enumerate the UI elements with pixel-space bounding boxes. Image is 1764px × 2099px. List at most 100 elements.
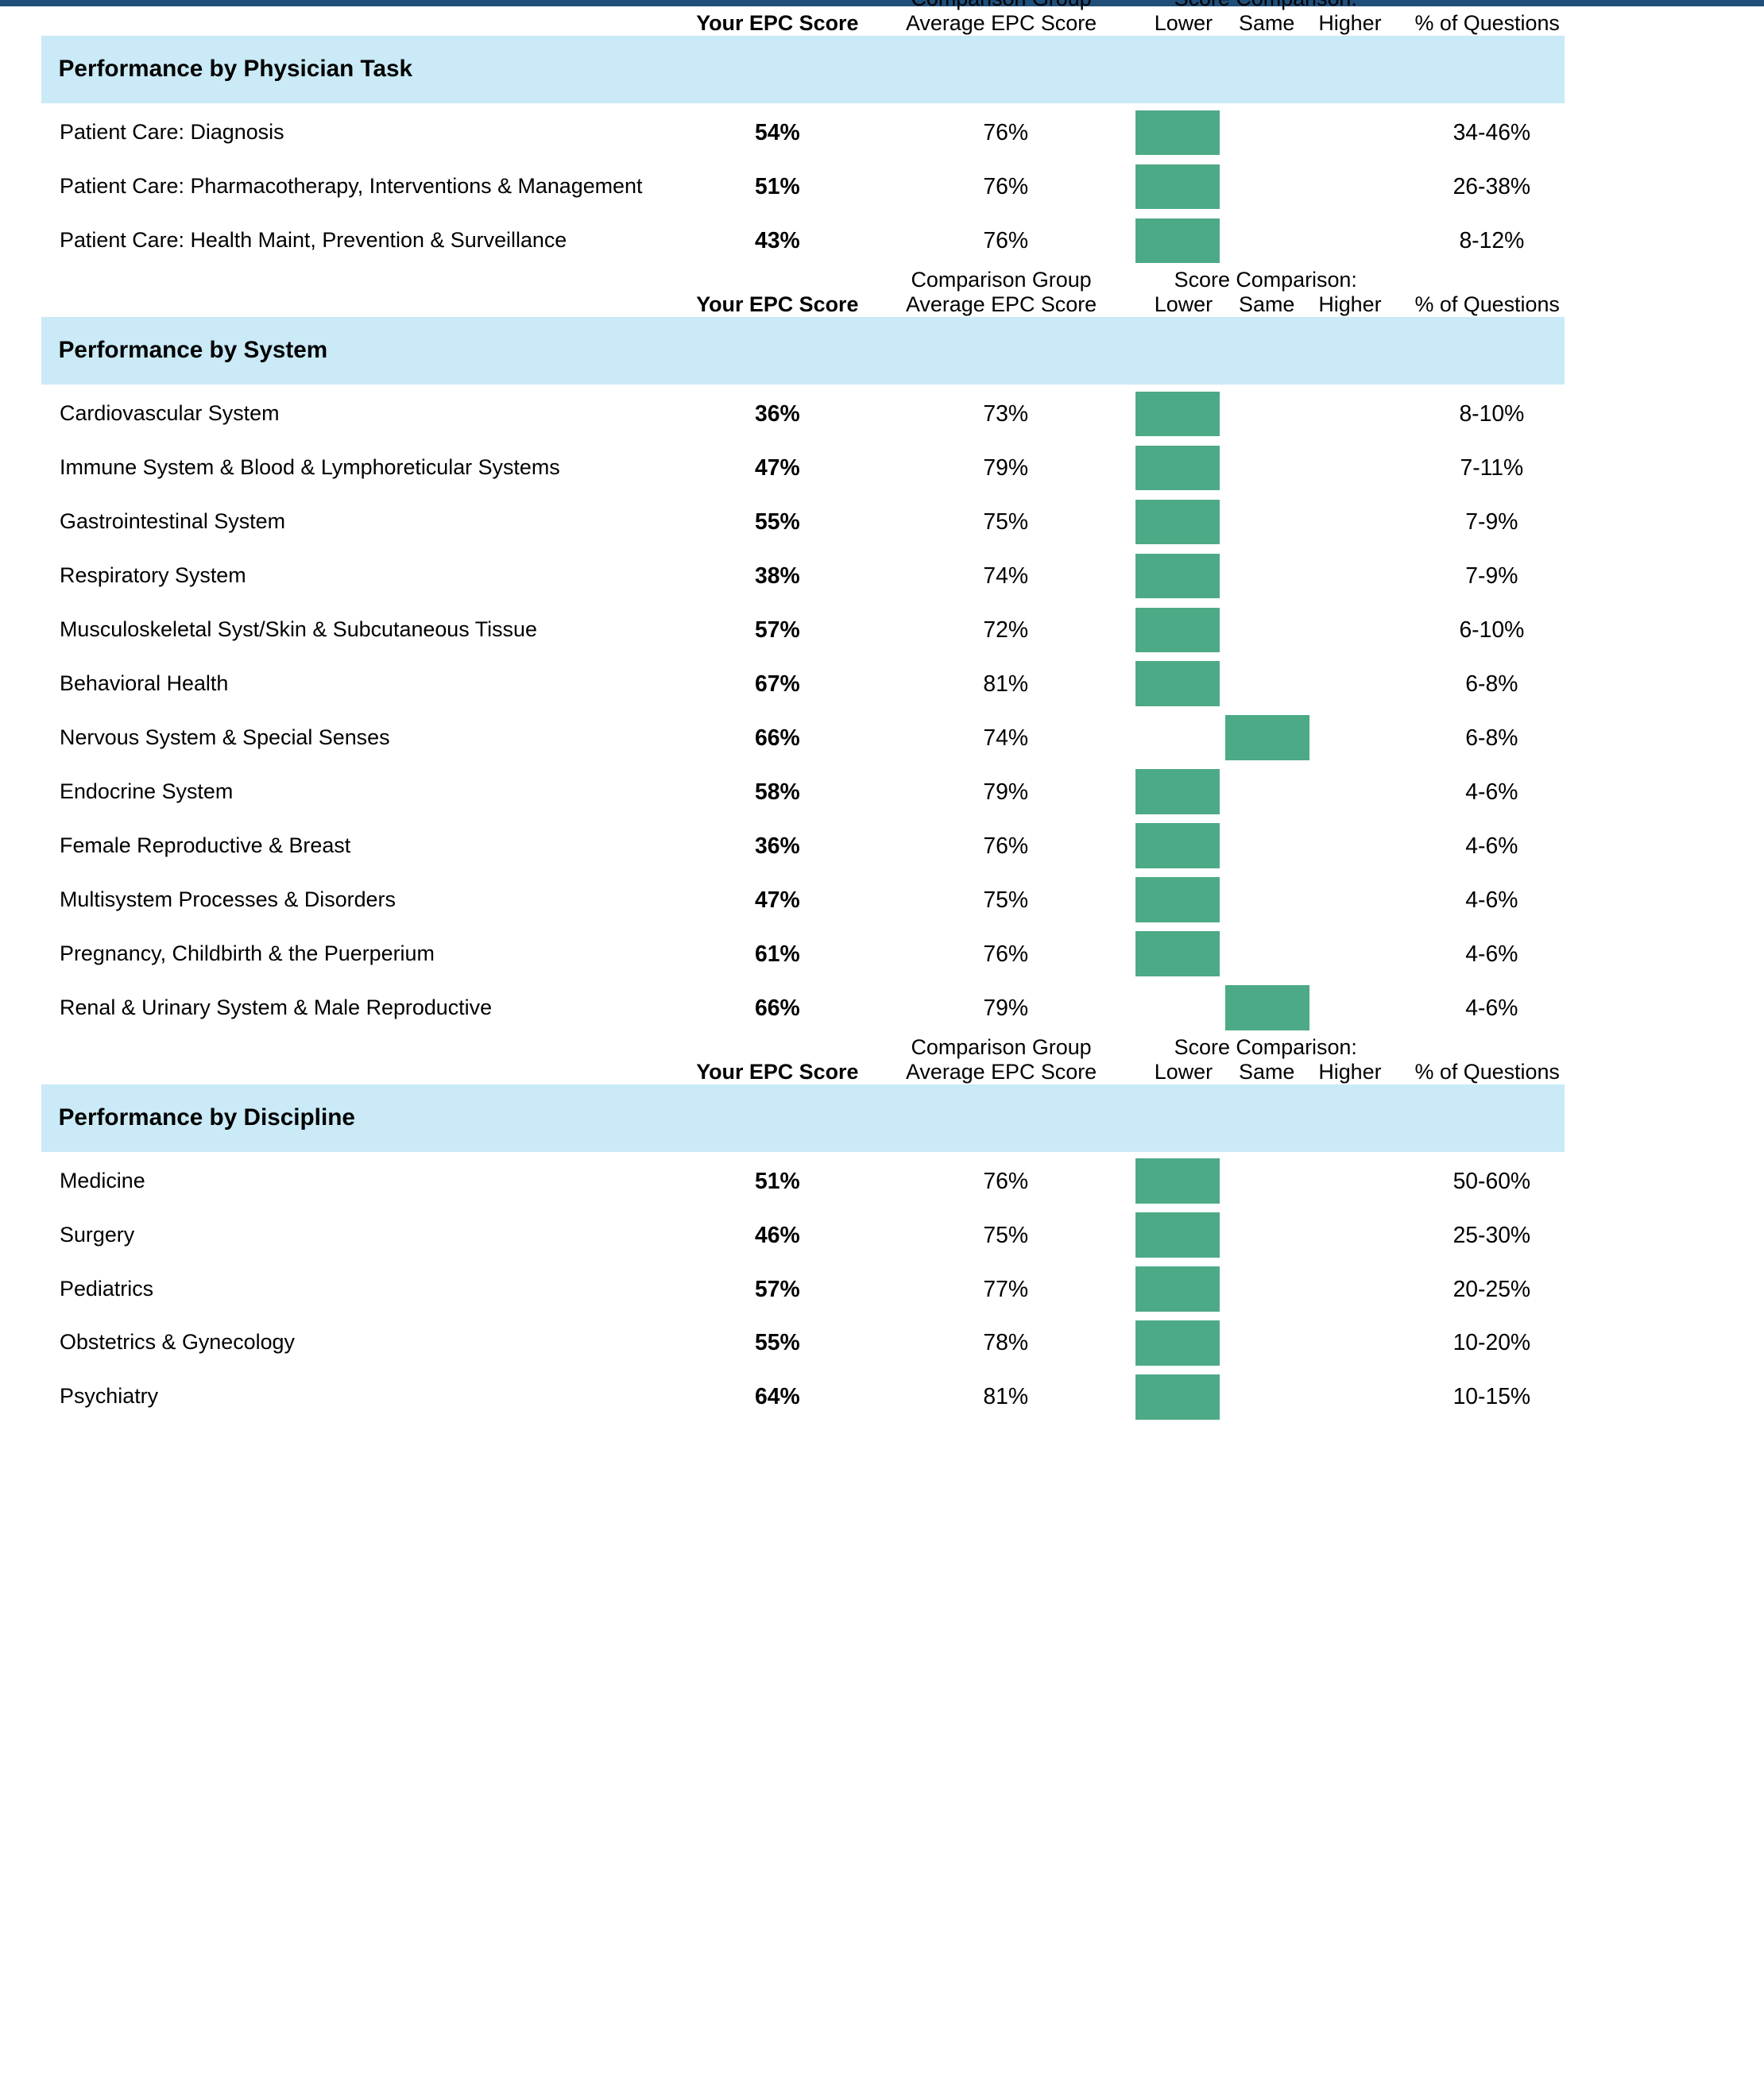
table-row: Cardiovascular System 36% 73% 8-10%	[0, 387, 1575, 441]
col-header-same: Same	[1239, 292, 1295, 317]
column-header-row: Your EPC Score Average EPC Score Score Com…	[0, 0, 1575, 36]
your-score-value: 55%	[754, 1329, 800, 1355]
pct-questions-value: 6-10%	[1459, 616, 1525, 642]
col-header-average-score: Average EPC Score	[905, 292, 1097, 317]
section-title: Performance by Discipline	[41, 1084, 1565, 1152]
pct-questions-value: 4-6%	[1465, 832, 1518, 858]
your-score-value: 46%	[754, 1221, 800, 1247]
your-score-value: 36%	[754, 400, 800, 427]
pct-questions-value: 7-9%	[1465, 562, 1518, 588]
col-header-your-score: Your EPC Score	[696, 11, 859, 36]
row-label: Renal & Urinary System & Male Reproducti…	[60, 995, 493, 1019]
average-score-value: 72%	[983, 616, 1029, 642]
col-header-comparison-group: Comparison Group	[911, 1034, 1092, 1059]
row-label: Obstetrics & Gynecology	[60, 1330, 295, 1355]
table-row: Multisystem Processes & Disorders 47% 75% 4…	[0, 873, 1575, 927]
your-score-value: 51%	[754, 173, 800, 199]
your-score-value: 66%	[754, 724, 800, 750]
average-score-value: 81%	[983, 1383, 1029, 1409]
row-label: Endocrine System	[60, 779, 234, 803]
table-row: Gastrointestinal System 55% 75% 7-9%	[0, 495, 1575, 549]
col-header-score-comparison: Score Comparison:	[1174, 267, 1357, 292]
your-score-value: 61%	[754, 940, 800, 966]
comparison-bar-lower	[1135, 1158, 1220, 1204]
your-score-value: 51%	[754, 1167, 800, 1193]
your-score-value: 43%	[754, 227, 800, 253]
col-header-lower: Lower	[1154, 11, 1213, 36]
average-score-value: 76%	[983, 173, 1029, 199]
pct-questions-value: 8-12%	[1459, 227, 1525, 253]
comparison-bar-lower	[1135, 1266, 1220, 1312]
table-row: Musculoskeletal Syst/Skin & Subcutaneous…	[0, 603, 1575, 657]
section-title: Performance by Physician Task	[41, 36, 1565, 104]
col-header-score-comparison: Score Comparison:	[1142, 0, 1389, 11]
your-score-value: 64%	[754, 1383, 800, 1409]
comparison-bar-lower	[1135, 1374, 1220, 1420]
row-label: Musculoskeletal Syst/Skin & Subcutaneous…	[60, 617, 537, 641]
average-score-value: 76%	[983, 1167, 1029, 1193]
row-label: Pediatrics	[60, 1276, 154, 1301]
pct-questions-value: 50-60%	[1453, 1167, 1531, 1193]
row-label: Pregnancy, Childbirth & the Puerperium	[60, 941, 435, 965]
col-header-same: Same	[1239, 11, 1295, 36]
pct-questions-value: 4-6%	[1465, 778, 1518, 804]
row-label: Gastrointestinal System	[60, 508, 285, 533]
table-row: Respiratory System 38% 74% 7-9%	[0, 549, 1575, 603]
col-header-lower: Lower	[1154, 1059, 1213, 1084]
comparison-bar-lower	[1135, 607, 1220, 653]
pct-questions-value: 4-6%	[1465, 940, 1518, 966]
average-score-value: 76%	[983, 940, 1029, 966]
average-score-value: 79%	[983, 994, 1029, 1020]
comparison-bar-lower	[1135, 1320, 1220, 1366]
table-row: Patient Care: Health Maint, Prevention &…	[0, 214, 1575, 268]
table-row: Endocrine System 58% 79% 4-6%	[0, 765, 1575, 819]
your-score-value: 66%	[754, 994, 800, 1020]
pct-questions-value: 6-8%	[1465, 724, 1518, 750]
average-score-value: 78%	[983, 1329, 1029, 1355]
pct-questions-value: 10-15%	[1453, 1383, 1531, 1409]
your-score-value: 57%	[754, 616, 800, 642]
average-score-value: 77%	[983, 1275, 1029, 1301]
comparison-bar-lower	[1135, 553, 1220, 599]
col-header-higher: Higher	[1318, 292, 1382, 317]
pct-questions-value: 4-6%	[1465, 886, 1518, 912]
score-report: Your EPC Score Average EPC Score Score Com…	[0, 0, 1575, 1420]
average-score-value: 81%	[983, 670, 1029, 696]
table-row: Patient Care: Diagnosis 54% 76% 34-46%	[0, 106, 1575, 160]
pct-questions-value: 34-46%	[1453, 119, 1531, 145]
pct-questions-value: 6-8%	[1465, 670, 1518, 696]
table-row: Nervous System & Special Senses 66% 74% 6-8…	[0, 711, 1575, 765]
row-label: Surgery	[60, 1222, 135, 1247]
col-header-pct-questions: % of Questions	[1414, 1059, 1560, 1084]
comparison-bar-lower	[1135, 769, 1220, 815]
table-row: Pregnancy, Childbirth & the Puerperium 61…	[0, 927, 1575, 981]
row-label: Respiratory System	[60, 562, 246, 587]
col-header-average-score: Average EPC Score	[905, 11, 1097, 36]
comparison-bar-lower	[1135, 499, 1220, 545]
table-row: Female Reproductive & Breast 36% 76% 4-6%	[0, 819, 1575, 873]
your-score-value: 47%	[754, 886, 800, 912]
your-score-value: 54%	[754, 119, 800, 145]
your-score-value: 67%	[754, 670, 800, 696]
row-label: Patient Care: Pharmacotherapy, Intervent…	[60, 174, 643, 199]
col-header-same: Same	[1239, 1059, 1295, 1084]
your-score-value: 55%	[754, 508, 800, 534]
comparison-bar-lower	[1135, 661, 1220, 707]
average-score-value: 79%	[983, 778, 1029, 804]
your-score-value: 36%	[754, 832, 800, 858]
average-score-value: 75%	[983, 508, 1029, 534]
pct-questions-value: 7-11%	[1460, 454, 1524, 480]
column-header-row: Your EPC Score Average EPC Score Score Com…	[0, 1033, 1575, 1084]
pct-questions-value: 26-38%	[1453, 173, 1531, 199]
average-score-value: 76%	[983, 227, 1029, 253]
col-header-average-score: Average EPC Score	[905, 1059, 1097, 1084]
col-header-higher: Higher	[1318, 1059, 1382, 1084]
col-header-score-comparison: Score Comparison:	[1174, 1034, 1357, 1059]
col-header-pct-questions: % of Questions	[1414, 11, 1560, 36]
table-row: Behavioral Health 67% 81% 6-8%	[0, 657, 1575, 711]
col-header-your-score: Your EPC Score	[696, 1059, 859, 1084]
col-header-higher: Higher	[1318, 11, 1382, 36]
col-header-lower: Lower	[1154, 292, 1213, 317]
your-score-value: 47%	[754, 454, 800, 480]
comparison-bar-lower	[1135, 164, 1220, 210]
